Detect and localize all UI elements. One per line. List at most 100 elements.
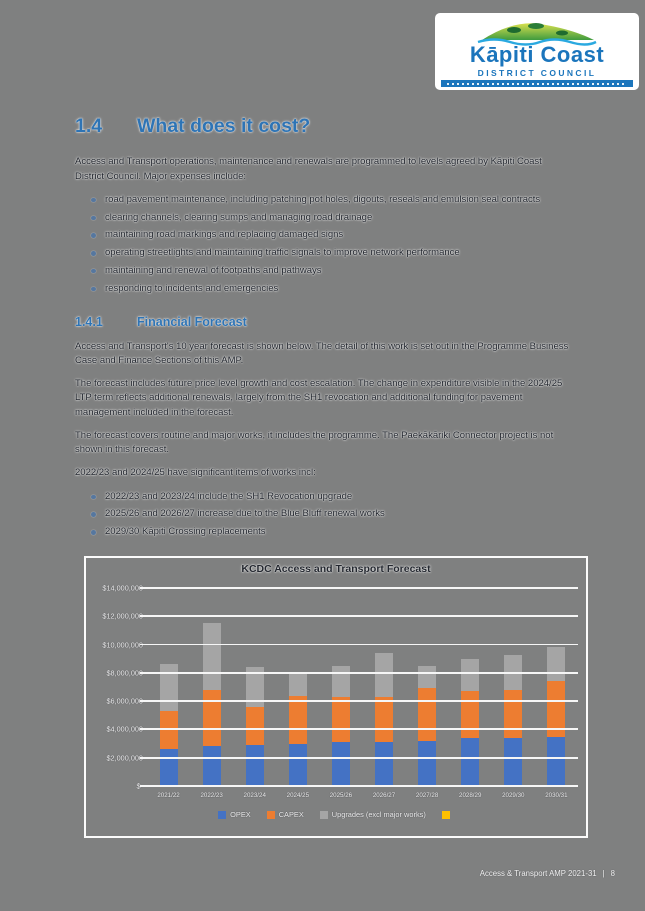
bar-segment-capex <box>375 696 394 743</box>
bar-segment-capex <box>461 691 480 738</box>
footer-doc-title: Access & Transport AMP 2021-31 <box>479 869 597 878</box>
bar-segment-opex <box>461 737 480 786</box>
legend-swatch-icon <box>266 810 275 819</box>
bar-segment-capex <box>504 689 523 738</box>
forecast-chart: KCDC Access and Transport Forecast $14,0… <box>84 556 588 838</box>
chart-x-axis: 2021/22 2022/23 2023/24 2024/25 2025/26 2026/… <box>147 792 578 799</box>
list-item: maintaining road markings and replacing … <box>91 228 571 242</box>
x-axis-tick-label: 2029/30 <box>502 792 525 799</box>
works-intro: 2022/23 and 2024/25 have significant ite… <box>75 467 316 479</box>
x-axis-tick-label: 2022/23 <box>200 792 223 799</box>
intro-paragraph: Access and Transport operations, mainten… <box>75 156 542 182</box>
bar-segment-upgrades <box>331 665 350 697</box>
x-axis-tick-label: 2024/25 <box>286 792 310 799</box>
legend-swatch-icon <box>319 810 328 819</box>
bar-segment-capex <box>202 689 221 747</box>
list-item: maintaining and renewal of footpaths and… <box>91 264 571 278</box>
bar-segment-opex <box>245 745 264 786</box>
x-axis-tick-label: 2021/22 <box>157 792 180 799</box>
chart-legend: OPEX CAPEX Upgrades (excl major works) <box>86 810 586 819</box>
bar-segment-upgrades <box>461 658 480 692</box>
chart-y-axis: $14,000,000 $12,000,000 $10,000,000 $8,000,… <box>90 584 143 791</box>
legend-label: Upgrades (excl major works) <box>331 810 426 819</box>
section-number: 1.4 <box>75 115 103 137</box>
legend-item: CAPEX <box>266 810 304 819</box>
y-axis-tick-label: $14,000,000 <box>102 583 143 593</box>
bar-segment-opex <box>504 737 523 786</box>
x-axis-tick-label: 2027/28 <box>415 792 439 799</box>
stacked-bar-2026-27 <box>375 588 394 786</box>
chart-gridline <box>140 756 578 759</box>
bar-segment-capex <box>288 695 307 744</box>
chart-gridline <box>140 728 578 731</box>
bar-segment-opex <box>331 742 350 786</box>
y-axis-tick-label: $2,000,000 <box>106 753 143 763</box>
stacked-bar-2022-23 <box>202 588 221 786</box>
subsection-heading: Financial Forecast <box>137 314 247 329</box>
list-item: clearing channels, clearing sumps and ma… <box>91 211 571 225</box>
y-axis-tick-label: $10,000,000 <box>102 640 143 650</box>
bar-segment-opex <box>418 740 437 786</box>
page-footer: Access & Transport AMP 2021-31 | 8 <box>480 869 615 878</box>
list-item: 2025/26 and 2026/27 increase due to the … <box>91 507 571 521</box>
stacked-bar-2023-24 <box>245 588 264 786</box>
chart-gridline <box>140 700 578 702</box>
logo-name: Kāpiti Coast <box>469 42 605 67</box>
chart-gridline <box>140 643 578 646</box>
legend-swatch-icon <box>218 810 227 819</box>
x-axis-tick-label: 2023/24 <box>243 792 266 799</box>
legend-label: CAPEX <box>278 810 304 819</box>
list-item: operating streetlights and maintaining t… <box>91 246 571 260</box>
x-axis-tick-label: 2028/29 <box>459 792 482 799</box>
y-axis-tick-label: $4,000,000 <box>106 724 143 734</box>
expenses-list: road pavement maintenance, including pat… <box>75 193 571 296</box>
subsection-title: 1.4.1 Financial Forecast <box>75 313 571 332</box>
hills-icon <box>477 23 597 46</box>
stacked-bar-2025-26 <box>331 588 350 786</box>
list-item: responding to incidents and emergencies <box>91 282 571 296</box>
y-axis-tick-label: $12,000,000 <box>102 611 143 621</box>
council-logo: Kāpiti Coast DISTRICT COUNCIL <box>435 13 639 90</box>
footer-separator: | <box>602 869 605 878</box>
chart-plot <box>140 587 578 787</box>
chart-bars <box>147 588 578 786</box>
legend-label: OPEX <box>230 810 251 819</box>
bar-segment-upgrades <box>375 653 394 697</box>
x-axis-tick-label: 2030/31 <box>545 792 568 799</box>
bar-segment-upgrades <box>547 647 566 682</box>
list-item: 2029/30 Kāpiti Crossing replacements <box>91 525 571 539</box>
stacked-bar-2028-29 <box>461 588 480 786</box>
paragraph: The forecast includes future price level… <box>75 378 563 418</box>
footer-page-number: 8 <box>610 869 615 878</box>
bar-segment-opex <box>159 749 178 786</box>
chart-gridline <box>140 671 578 674</box>
bar-segment-opex <box>547 736 566 786</box>
bar-segment-upgrades <box>245 667 264 707</box>
bar-segment-opex <box>202 746 221 786</box>
document-body: 1.4 What does it cost? Access and Transp… <box>75 112 571 549</box>
works-list: 2022/23 and 2023/24 include the SH1 Revo… <box>75 490 571 540</box>
chart-gridline <box>140 587 578 589</box>
bar-segment-upgrades <box>418 665 437 689</box>
section-title: What does it cost? <box>137 115 311 137</box>
y-axis-tick-label: $- <box>90 782 144 791</box>
bar-segment-capex <box>547 681 566 737</box>
legend-item <box>441 810 454 819</box>
bar-segment-capex <box>331 696 350 743</box>
chart-gridline <box>140 615 578 618</box>
logo-tagline-bar <box>441 80 633 87</box>
legend-swatch-icon <box>441 810 450 819</box>
paragraph: The forecast covers routine and major wo… <box>75 429 554 455</box>
list-item: 2022/23 and 2023/24 include the SH1 Revo… <box>91 490 571 504</box>
y-axis-tick-label: $6,000,000 <box>106 696 143 706</box>
bar-segment-upgrades <box>159 664 178 712</box>
chart-title: KCDC Access and Transport Forecast <box>241 563 431 575</box>
bar-segment-opex <box>375 742 394 786</box>
legend-item: OPEX <box>218 810 251 819</box>
bar-segment-opex <box>288 743 307 786</box>
stacked-bar-2024-25 <box>288 588 307 786</box>
legend-item: Upgrades (excl major works) <box>319 810 426 819</box>
paragraph: Access and Transport's 10 year forecast … <box>75 340 569 366</box>
x-axis-tick-label: 2025/26 <box>329 792 353 799</box>
chart-gridline <box>140 785 578 787</box>
